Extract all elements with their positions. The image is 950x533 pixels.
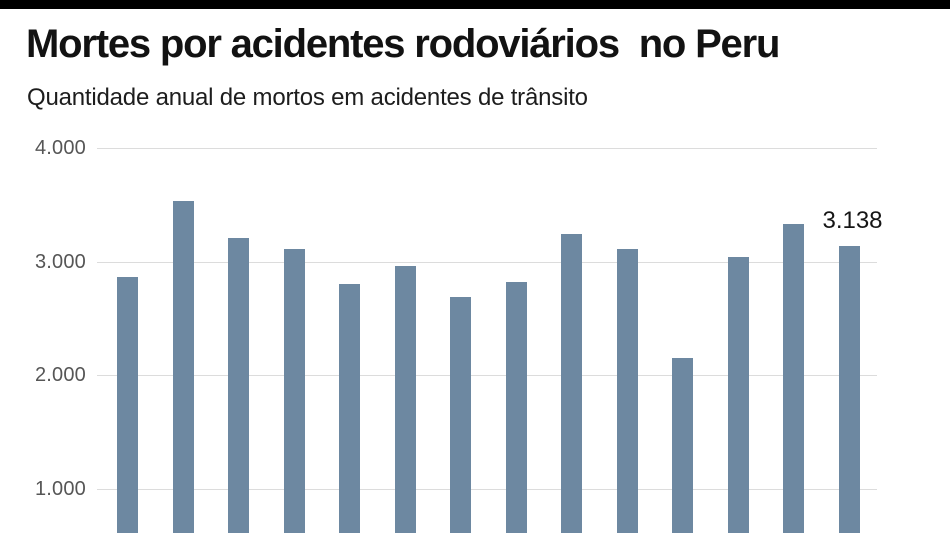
bar: [228, 237, 249, 533]
gridline: [97, 375, 877, 376]
chart-title: Mortes por acidentes rodoviários no Peru: [26, 22, 780, 66]
bar: [450, 296, 471, 533]
chart-subtitle: Quantidade anual de mortos em acidentes …: [27, 84, 588, 111]
gridline: [97, 148, 877, 149]
bar: [672, 357, 693, 533]
bar: [505, 281, 527, 533]
y-axis-tick-label: 1.000: [34, 477, 86, 500]
bar: [283, 249, 305, 533]
y-axis-tick-label: 4.000: [34, 137, 86, 159]
gridline: [97, 488, 877, 490]
value-annotation: 3.138: [822, 206, 883, 234]
bar: [339, 284, 360, 533]
bar: [727, 256, 749, 533]
bar: [838, 245, 860, 533]
gridline: [97, 261, 877, 263]
bar: [172, 201, 194, 533]
bar: [616, 249, 638, 533]
y-axis-tick-label: 3.000: [34, 250, 86, 273]
bar: [394, 266, 416, 533]
y-axis-tick-label: 2.000: [34, 364, 86, 386]
top-black-bar: [0, 0, 950, 9]
bar: [117, 277, 138, 533]
bar: [561, 234, 582, 533]
bar: [783, 224, 804, 533]
